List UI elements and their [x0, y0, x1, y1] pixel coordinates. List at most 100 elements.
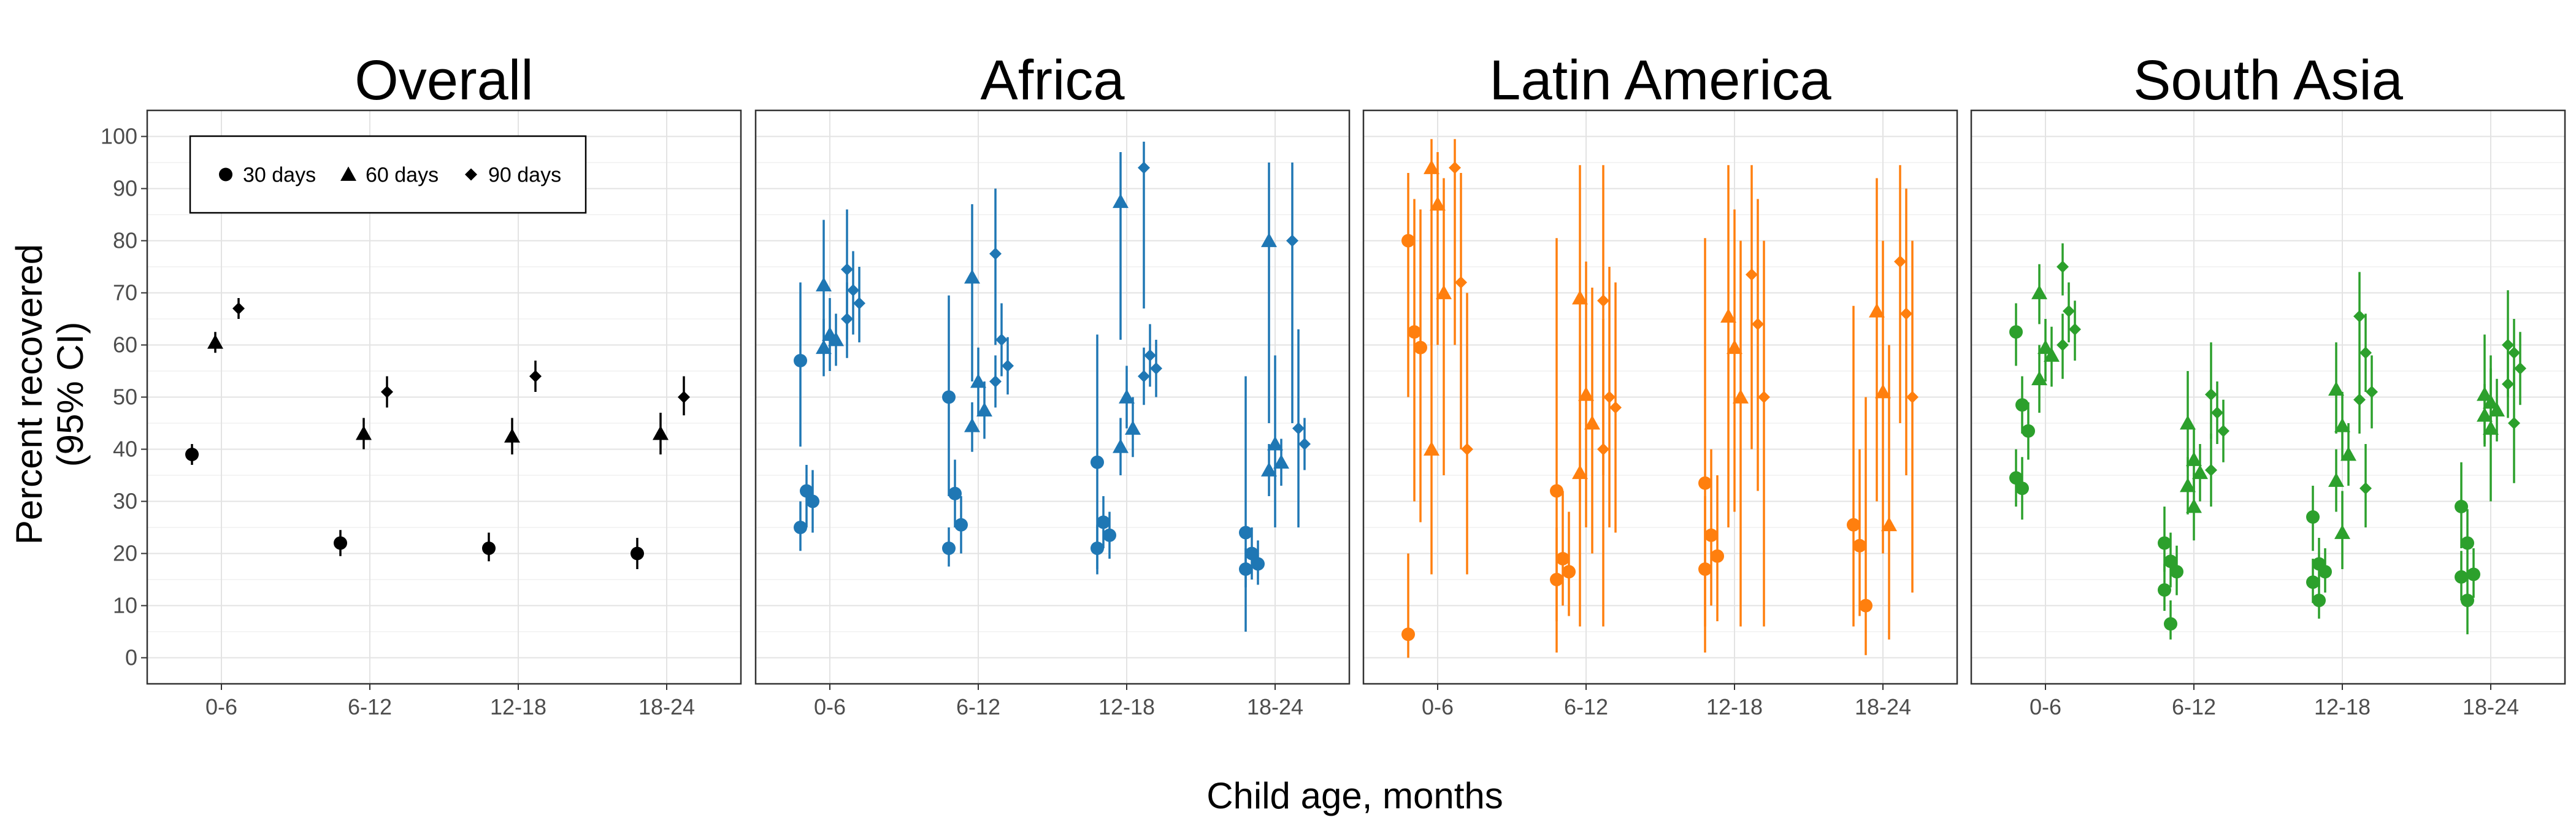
data-point	[2359, 347, 2372, 359]
y-tick-label: 80	[113, 228, 137, 253]
data-point	[1746, 268, 1758, 281]
data-point	[1144, 349, 1156, 362]
data-point	[1239, 562, 1252, 576]
data-point	[2455, 570, 2468, 584]
data-point	[1869, 303, 1885, 318]
data-point	[1414, 340, 1427, 354]
data-point	[1698, 562, 1712, 576]
data-point	[2489, 402, 2505, 417]
data-point	[185, 448, 199, 461]
data-point	[2057, 261, 2069, 273]
data-point	[1292, 422, 1305, 435]
x-tick-label: 12-18	[2314, 694, 2371, 719]
data-point	[1603, 391, 1616, 404]
data-point	[1424, 159, 1439, 174]
data-point	[1125, 420, 1141, 435]
data-point	[1298, 438, 1311, 450]
legend-key-diamond	[465, 168, 477, 181]
data-point	[2353, 393, 2366, 406]
x-tick-label: 12-18	[1706, 694, 1763, 719]
facet-title: South Asia	[2133, 49, 2404, 112]
data-point	[2461, 536, 2474, 550]
data-point	[1286, 234, 1298, 247]
data-point	[942, 542, 956, 555]
data-point	[2037, 339, 2053, 354]
data-point	[1562, 565, 1576, 579]
data-point	[1239, 526, 1252, 540]
data-point	[653, 426, 669, 440]
data-point	[2359, 482, 2372, 495]
data-point	[1550, 573, 1563, 586]
data-point	[2057, 339, 2069, 351]
x-tick-label: 18-24	[1855, 694, 1911, 719]
data-point	[2186, 499, 2202, 513]
data-point	[2334, 524, 2350, 539]
data-point	[1261, 232, 1277, 247]
data-point	[2211, 407, 2223, 419]
data-point	[1900, 307, 1912, 320]
data-point	[1091, 542, 1104, 555]
x-tick-label: 18-24	[638, 694, 695, 719]
data-point	[1436, 285, 1452, 299]
data-point	[2334, 418, 2350, 432]
data-point	[853, 297, 865, 310]
x-tick-label: 18-24	[1247, 694, 1303, 719]
data-point	[964, 418, 980, 432]
data-point	[2502, 339, 2514, 351]
data-point	[1894, 255, 1906, 268]
data-point	[2031, 285, 2047, 299]
data-point	[954, 518, 968, 532]
data-point	[1597, 443, 1609, 456]
x-tick-label: 0-6	[814, 694, 846, 719]
data-point	[1449, 161, 1461, 174]
data-point	[1859, 599, 1873, 613]
panel-border	[754, 109, 1351, 685]
y-tick-label: 60	[113, 332, 137, 358]
data-point	[1002, 359, 1014, 372]
facet-title: Overall	[355, 49, 533, 112]
data-point	[964, 269, 980, 284]
data-point	[1609, 401, 1622, 414]
legend-label: 90 days	[488, 164, 561, 187]
data-point	[794, 354, 807, 367]
data-point	[1556, 552, 1570, 565]
data-point	[806, 494, 819, 508]
x-tick-label: 6-12	[2172, 694, 2216, 719]
y-axis-title-line1: Percent recovered	[9, 244, 50, 545]
data-point	[2069, 323, 2081, 335]
data-point	[2467, 567, 2480, 581]
facet-panel-1: Africa 0-6 6-12 12-18 18-24	[754, 49, 1351, 719]
data-point	[2312, 594, 2326, 607]
data-point	[2353, 310, 2366, 323]
x-tick-label: 12-18	[1098, 694, 1155, 719]
data-point	[2022, 424, 2035, 438]
data-point	[1097, 515, 1110, 529]
data-point	[1401, 627, 1415, 641]
data-point	[2340, 446, 2356, 461]
data-point	[2306, 510, 2320, 524]
data-point	[631, 546, 644, 561]
data-point	[2009, 471, 2023, 485]
data-point	[989, 247, 1002, 260]
data-point	[2217, 424, 2229, 437]
y-tick-label: 10	[113, 593, 137, 618]
data-point	[1424, 441, 1439, 456]
data-point	[2477, 407, 2493, 422]
data-point	[1906, 391, 1919, 404]
data-point	[381, 386, 393, 398]
data-point	[1578, 386, 1594, 401]
data-point	[1881, 516, 1897, 532]
data-point	[1261, 462, 1277, 477]
data-point	[2015, 481, 2029, 496]
x-tick-label: 6-12	[956, 694, 1000, 719]
data-point	[1138, 161, 1150, 174]
data-point	[1752, 318, 1764, 331]
data-point	[2306, 575, 2320, 589]
y-tick-label: 100	[101, 124, 137, 149]
data-point	[1113, 438, 1129, 453]
data-point	[1550, 484, 1563, 498]
data-point	[2483, 420, 2499, 435]
data-point	[482, 542, 496, 555]
y-tick-label: 70	[113, 280, 137, 305]
